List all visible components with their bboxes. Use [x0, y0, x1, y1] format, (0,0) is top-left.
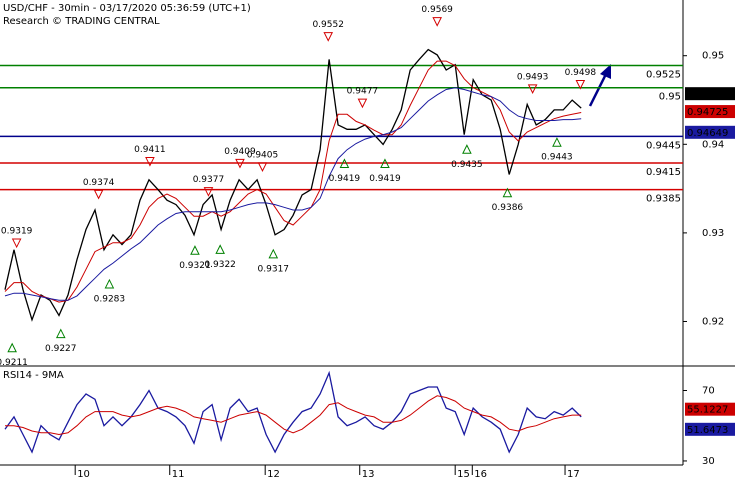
- chart-title: USD/CHF - 30min - 03/17/2020 05:36:59 (U…: [3, 3, 251, 14]
- trough-label: 0.9322: [204, 260, 236, 270]
- level-label: 0.9445: [646, 140, 681, 151]
- trough-marker: [215, 244, 225, 254]
- level-label: 0.95: [659, 92, 681, 103]
- price-line: [4, 370, 582, 454]
- last-value-box: [685, 87, 735, 101]
- level-label: 0.9525: [646, 70, 681, 81]
- forecast-arrow: [588, 64, 611, 107]
- trough-label: 0.9443: [541, 153, 573, 163]
- trough-label: 0.9317: [258, 264, 290, 274]
- trough-marker: [339, 158, 350, 168]
- arrow-shaft: [588, 71, 609, 107]
- last-value-label: 51.6473: [687, 425, 728, 436]
- trough-marker: [190, 245, 200, 255]
- peak-marker: [527, 84, 538, 95]
- chart-subtitle: Research © TRADING CENTRAL: [3, 16, 160, 27]
- trough-label: 0.9419: [329, 174, 361, 184]
- peak-marker: [235, 158, 245, 169]
- peak-label: 0.9319: [1, 227, 33, 237]
- peak-marker: [575, 79, 586, 90]
- last-value-box: [685, 402, 735, 416]
- peak-label: 0.9498: [565, 68, 597, 78]
- trough-marker: [268, 248, 279, 259]
- trough-marker: [7, 342, 17, 353]
- last-value-label: 0.94725: [687, 107, 728, 118]
- trough-marker: [462, 144, 472, 154]
- trough-label: 0.9227: [45, 344, 77, 354]
- peak-label: 0.9552: [312, 20, 344, 30]
- y-tick-label: 0.92: [702, 316, 724, 327]
- y-tick-label: 0.93: [702, 228, 724, 239]
- average-line: [5, 395, 582, 436]
- level-label: 0.9385: [646, 194, 681, 205]
- peak-marker: [203, 187, 214, 197]
- trough-label: 0.9386: [492, 203, 524, 213]
- peak-marker: [357, 98, 368, 109]
- x-tick-label: 16: [474, 469, 487, 480]
- peak-marker: [432, 17, 442, 27]
- y-tick-label: 0.95: [702, 51, 724, 62]
- last-value-label: 0.94649: [687, 128, 728, 139]
- trough-marker: [104, 278, 115, 289]
- x-tick-label: 10: [77, 469, 90, 480]
- peak-marker: [323, 32, 334, 42]
- arrow-head: [600, 64, 611, 79]
- peak-label: 0.9477: [347, 87, 379, 97]
- y-tick-label: 30: [702, 456, 715, 467]
- last-value-label: 0.94769: [687, 89, 728, 100]
- peak-marker: [11, 238, 22, 249]
- last-value-box: [685, 422, 735, 436]
- x-tick-label: 15: [457, 469, 470, 480]
- trough-label: 0.9211: [0, 358, 28, 368]
- peak-marker: [145, 157, 155, 167]
- peak-label: 0.9409: [224, 147, 256, 157]
- peak-label: 0.9493: [517, 72, 549, 82]
- rsi-title: RSI14 - 9MA: [3, 370, 64, 381]
- peak-label: 0.9377: [193, 175, 225, 185]
- trough-label: 0.9435: [451, 160, 483, 170]
- trough-marker: [502, 187, 513, 198]
- trough-marker: [55, 328, 66, 339]
- peak-label: 0.9405: [247, 150, 279, 160]
- average-line: [4, 60, 582, 303]
- last-value-box: [685, 105, 735, 119]
- x-tick-label: 17: [567, 469, 580, 480]
- x-tick-label: 12: [267, 469, 280, 480]
- last-value-label: 55.1227: [687, 405, 728, 416]
- price-line: [4, 48, 582, 322]
- peak-marker: [257, 162, 268, 172]
- x-tick-label: 13: [362, 469, 375, 480]
- trough-marker: [552, 137, 562, 147]
- peak-label: 0.9569: [421, 5, 453, 15]
- last-value-box: [685, 125, 735, 139]
- trough-label: 0.9419: [369, 174, 401, 184]
- peak-marker: [93, 189, 104, 200]
- y-tick-label: 70: [702, 385, 715, 396]
- average-line: [4, 87, 582, 301]
- level-label: 0.9415: [646, 167, 681, 178]
- trough-label: 0.9283: [94, 294, 126, 304]
- peak-label: 0.9411: [134, 145, 166, 155]
- trough-label: 0.9321: [179, 261, 211, 271]
- peak-label: 0.9374: [83, 178, 115, 188]
- y-tick-label: 0.94: [702, 139, 724, 150]
- trough-marker: [380, 158, 390, 168]
- x-tick-label: 11: [172, 469, 185, 480]
